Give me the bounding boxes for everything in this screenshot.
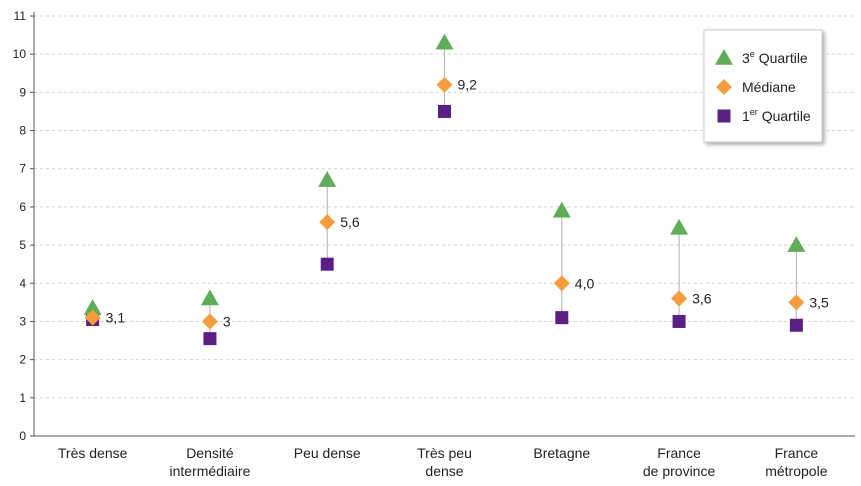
square-marker [438,104,451,118]
median-data-label: 3 [223,313,231,329]
diamond-marker [671,290,688,307]
diamond-marker [201,313,218,330]
y-tick-label: 7 [19,162,26,176]
y-tick-label: 11 [14,9,27,23]
y-tick-label: 3 [19,314,26,328]
data-marks [83,33,806,346]
legend-label: 1er Quartile [742,107,811,124]
median-data-label: 3,1 [106,310,126,326]
triangle-marker [787,236,806,252]
triangle-marker [552,201,571,218]
diamond-marker [84,309,101,326]
data-labels: 3,1 3 5,6 9,2 4,0 3,6 3,5 [106,77,829,330]
diamond-marker [553,275,570,292]
y-tick-label: 6 [19,200,26,214]
legend-square-icon [717,109,731,123]
x-category-label: Densité intermédiaire [169,445,250,479]
axes [30,12,855,437]
x-category-label: Peu dense [294,445,361,461]
diamond-marker [436,76,453,93]
y-tick-label: 4 [19,276,26,290]
legend-label: 3e Quartile [742,49,808,66]
square-marker [672,314,686,328]
median-data-label: 9,2 [458,77,478,93]
legend-diamond-icon [716,79,732,95]
legend-triangle-icon [715,49,733,65]
square-marker [555,311,569,325]
triangle-marker [435,33,454,50]
square-marker [203,332,217,346]
legend: 3e Quartile Médiane 1er Quartile [703,29,823,143]
y-tick-label: 9 [19,85,26,99]
y-tick-label: 0 [19,429,26,443]
triangle-marker [318,171,337,187]
triangle-marker [83,299,102,315]
x-category-label: Très peu dense [417,445,472,479]
y-axis-ticks: 0 1 2 3 4 5 6 7 8 9 10 11 [13,9,27,443]
triangle-marker [670,218,689,235]
y-tick-label: 2 [19,353,26,367]
triangle-marker [200,289,219,306]
square-marker [320,257,334,271]
x-category-label: Bretagne [533,445,590,461]
y-tick-label: 10 [13,47,27,61]
diamond-marker [788,294,805,311]
x-category-label: Très dense [58,445,128,461]
y-tick-label: 8 [19,124,26,138]
y-tick-label: 1 [19,391,26,405]
median-data-label: 5,6 [340,214,360,230]
x-category-label: France métropole [765,445,827,479]
legend-label: Médiane [742,79,796,95]
median-data-label: 3,6 [692,291,712,307]
median-data-label: 4,0 [575,275,595,291]
x-axis-categories: Très dense Densité intermédiaire Peu dense T… [58,445,828,479]
y-tick-label: 5 [19,238,26,252]
x-category-label: France de province [643,445,716,479]
square-marker [789,318,803,332]
diamond-marker [319,214,336,231]
median-data-label: 3,5 [809,294,829,310]
